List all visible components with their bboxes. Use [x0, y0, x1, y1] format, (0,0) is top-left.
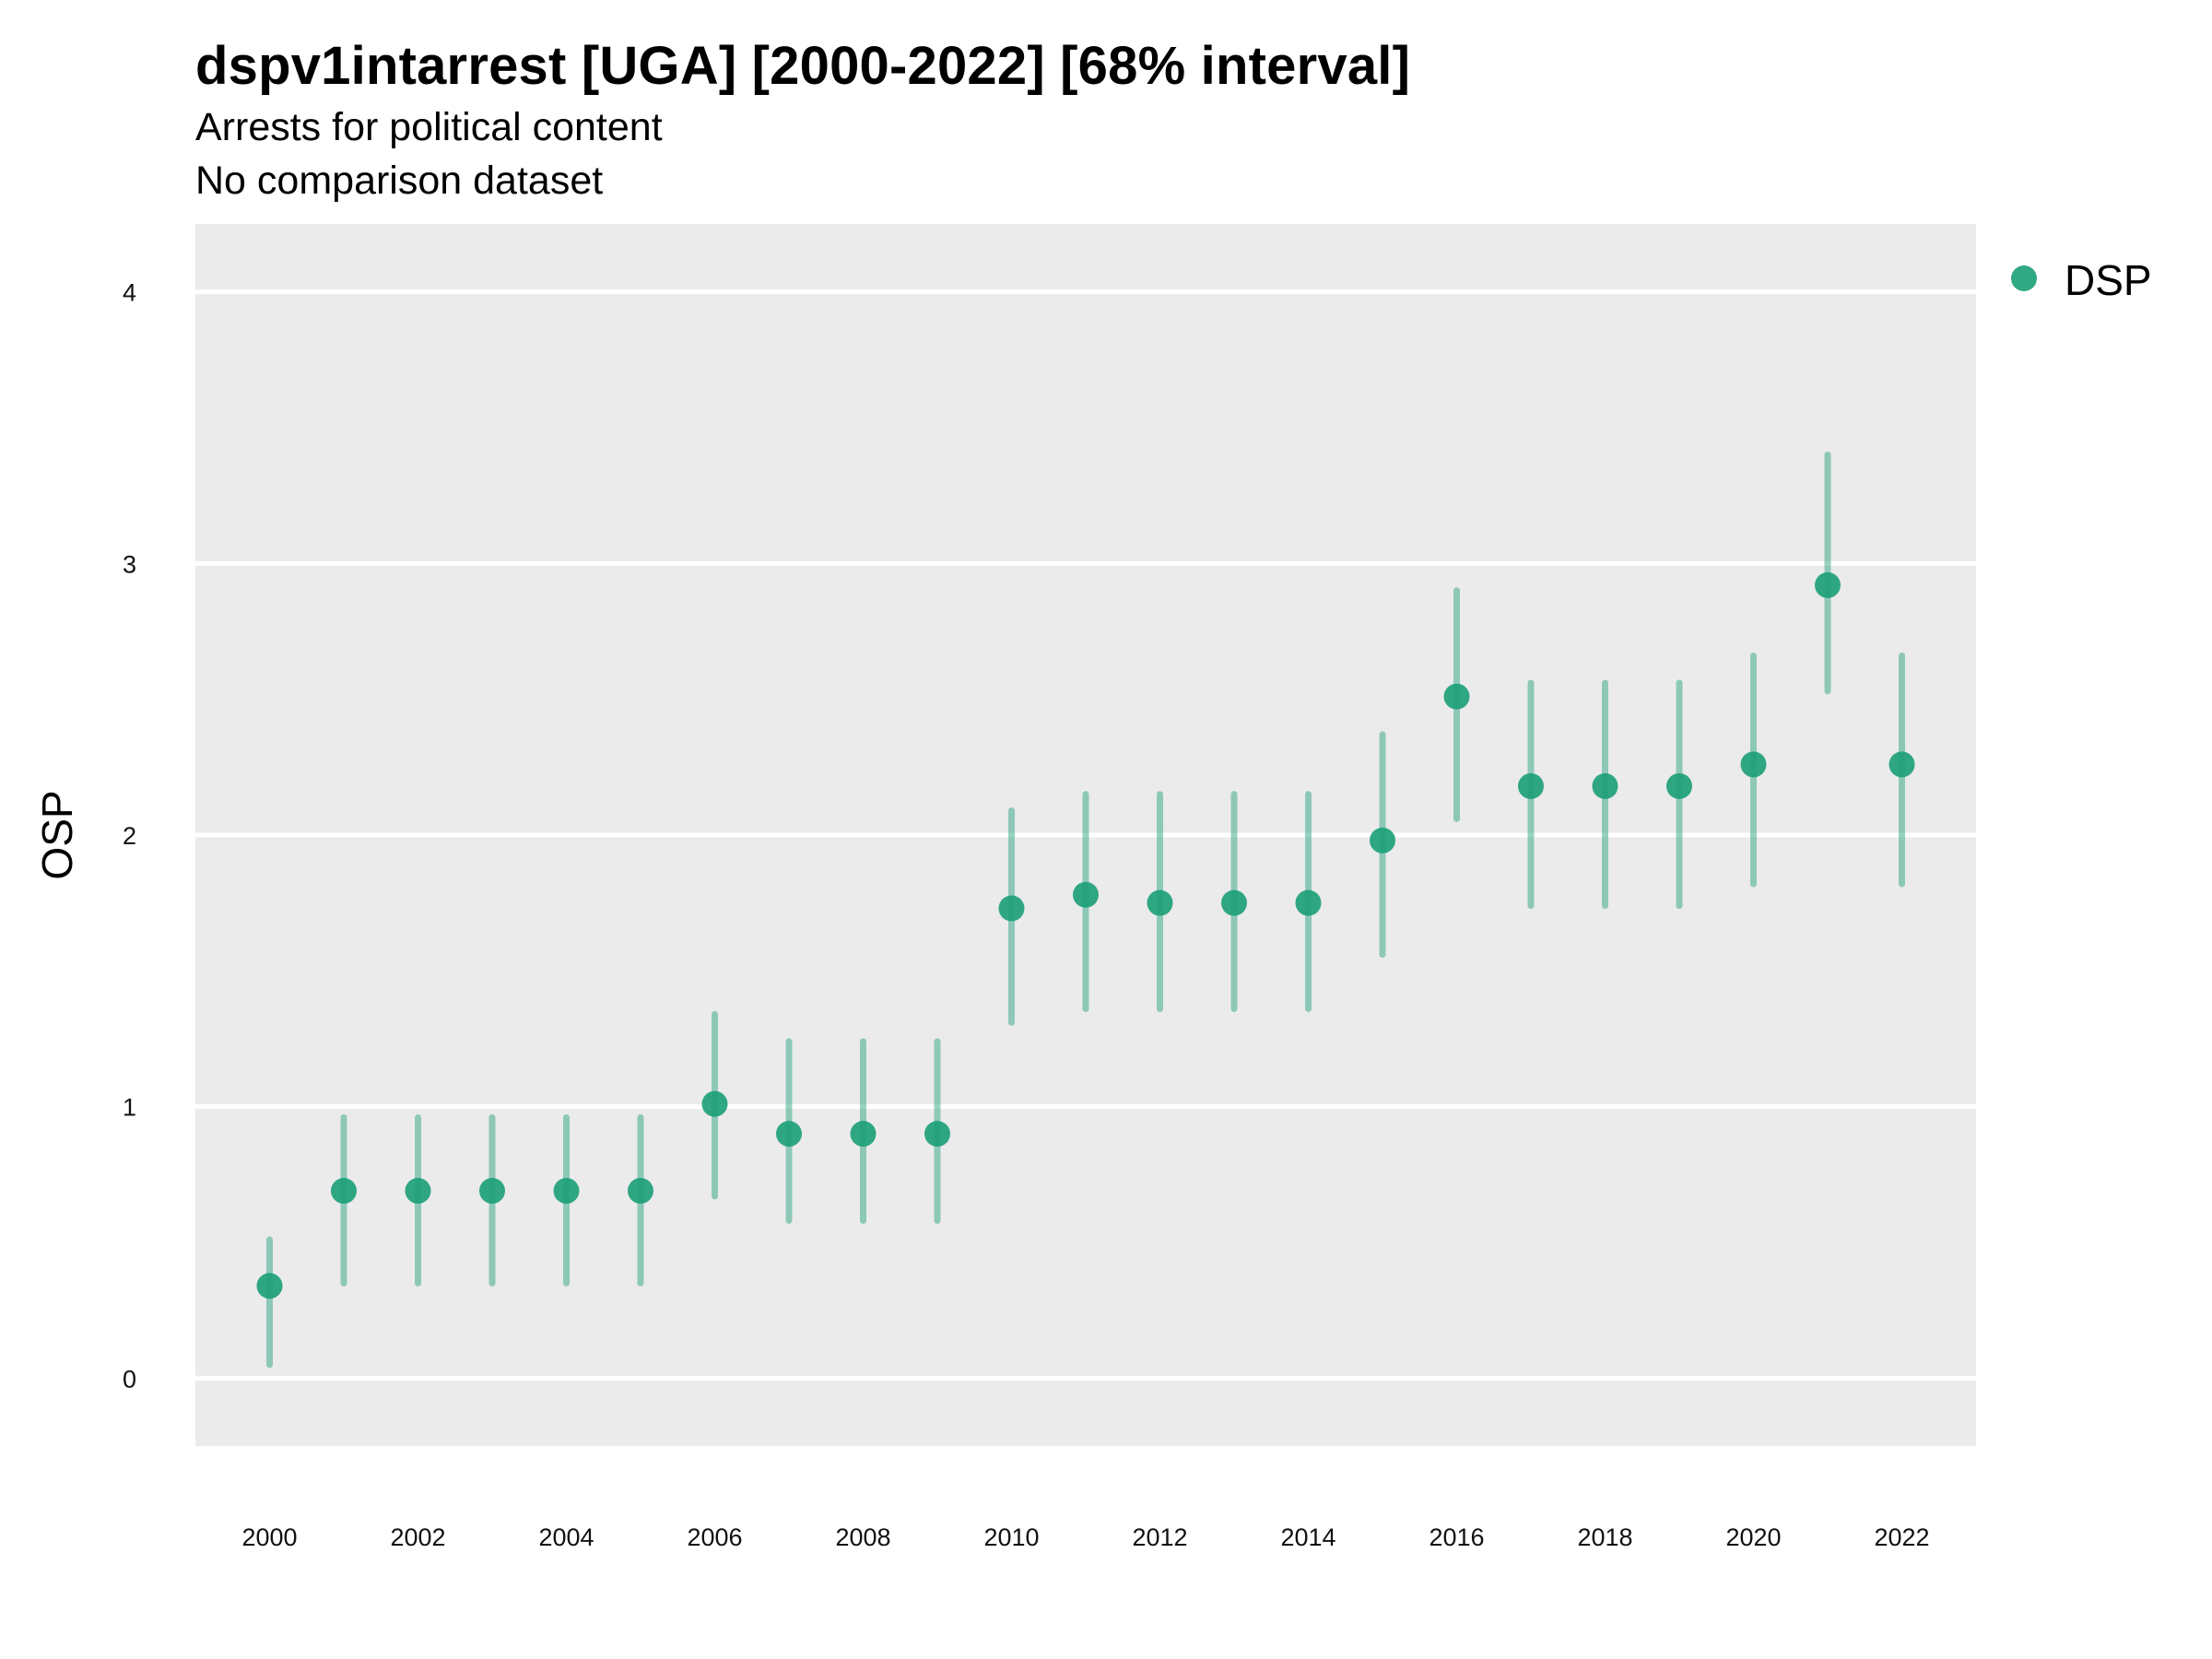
x-tick-label-2004: 2004	[538, 1524, 594, 1551]
point-2013	[1221, 889, 1247, 916]
x-tick-label-2002: 2002	[390, 1524, 445, 1551]
point-2014	[1295, 889, 1322, 916]
y-axis-title: OSP	[33, 790, 81, 879]
x-tick-label-2000: 2000	[241, 1524, 297, 1551]
point-2020	[1740, 751, 1767, 778]
point-2018	[1592, 772, 1618, 799]
point-2015	[1370, 827, 1395, 853]
point-2012	[1147, 889, 1173, 916]
point-2003	[479, 1178, 505, 1205]
point-2021	[1815, 571, 1841, 598]
chart-subtitle: Arrests for political content	[195, 105, 663, 149]
y-tick-label-2: 2	[123, 822, 136, 850]
point-2002	[405, 1178, 431, 1205]
point-2004	[553, 1178, 580, 1205]
x-tick-label-2016: 2016	[1429, 1524, 1484, 1551]
y-axis-ticks: 0 1 2 3 4	[123, 279, 136, 1394]
point-2009	[924, 1121, 950, 1147]
point-2008	[850, 1121, 877, 1147]
chart-title: dspv1intarrest [UGA] [2000-2022] [68% in…	[195, 36, 1411, 96]
y-tick-label-4: 4	[123, 279, 136, 307]
x-axis-ticks: 2000 2002 2004 2006 2008 2010 2012 2014 2016 2018…	[241, 1524, 1929, 1551]
x-tick-label-2010: 2010	[983, 1524, 1039, 1551]
point-2005	[628, 1178, 653, 1205]
x-tick-label-2006: 2006	[687, 1524, 742, 1551]
x-tick-label-2022: 2022	[1874, 1524, 1929, 1551]
x-tick-label-2018: 2018	[1577, 1524, 1632, 1551]
y-tick-label-1: 1	[123, 1094, 136, 1122]
x-tick-label-2014: 2014	[1280, 1524, 1335, 1551]
point-2006	[701, 1090, 728, 1117]
legend-swatch-dsp	[2011, 265, 2037, 291]
point-2011	[1073, 881, 1099, 908]
point-2010	[998, 895, 1025, 922]
legend: DSP	[2011, 256, 2152, 304]
x-tick-label-2012: 2012	[1132, 1524, 1187, 1551]
point-2017	[1518, 772, 1544, 799]
x-tick-label-2020: 2020	[1725, 1524, 1781, 1551]
point-2007	[776, 1121, 802, 1147]
y-tick-label-0: 0	[123, 1365, 136, 1393]
y-tick-label-3: 3	[123, 550, 136, 578]
point-2019	[1666, 772, 1692, 799]
chart-comparison-note: No comparison dataset	[195, 159, 604, 203]
x-tick-label-2008: 2008	[835, 1524, 890, 1551]
point-series	[256, 571, 1915, 1300]
grid-lines	[195, 289, 1976, 1381]
point-2000	[256, 1273, 283, 1300]
point-2016	[1443, 683, 1470, 710]
point-2022	[1888, 751, 1915, 778]
point-2001	[331, 1178, 357, 1205]
legend-label-dsp: DSP	[2065, 256, 2152, 304]
